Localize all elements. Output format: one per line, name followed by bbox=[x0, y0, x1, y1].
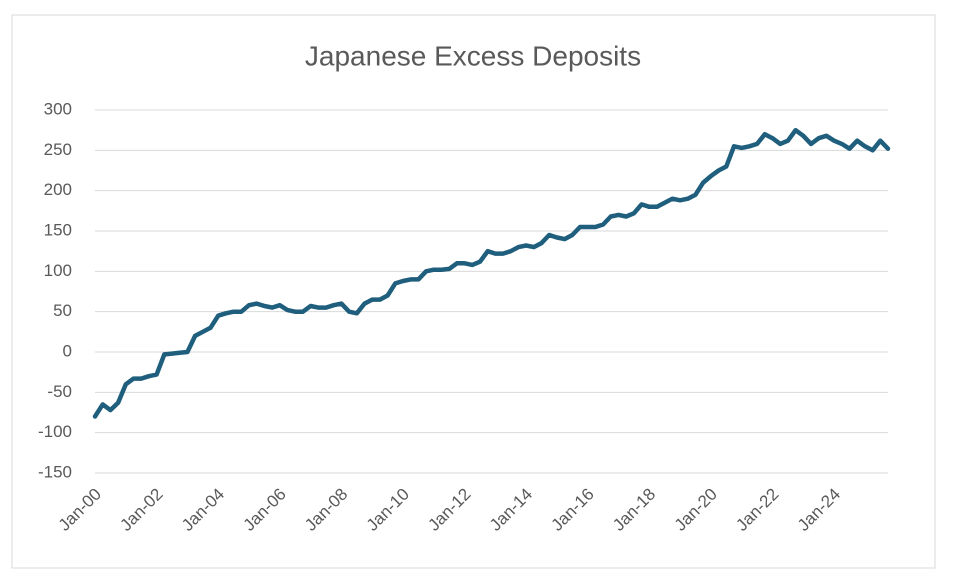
y-tick-label: 150 bbox=[44, 220, 72, 239]
y-tick-label: 50 bbox=[53, 301, 72, 320]
y-tick-label: 100 bbox=[44, 261, 72, 280]
y-tick-label: -50 bbox=[47, 382, 72, 401]
data-line bbox=[92, 127, 891, 419]
chart-title: Japanese Excess Deposits bbox=[305, 40, 641, 71]
chart-frame bbox=[11, 14, 936, 569]
y-tick-label: 300 bbox=[44, 99, 72, 118]
y-tick-label: -100 bbox=[38, 422, 72, 441]
y-tick-label: 250 bbox=[44, 140, 72, 159]
y-tick-label: -150 bbox=[38, 462, 72, 481]
y-tick-label: 200 bbox=[44, 180, 72, 199]
y-tick-label: 0 bbox=[63, 341, 72, 360]
